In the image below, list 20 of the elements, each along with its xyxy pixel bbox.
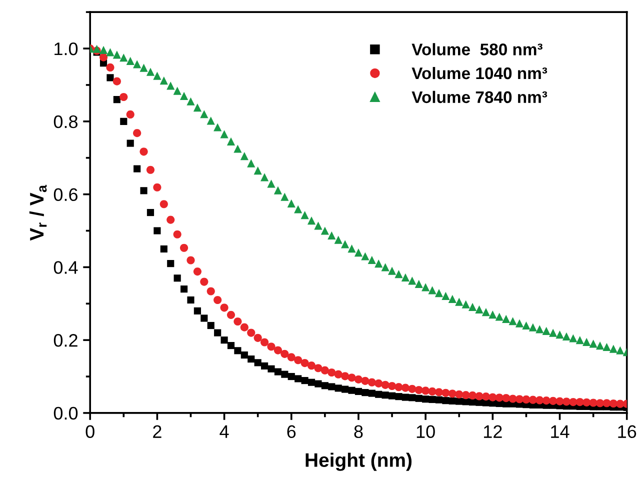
y-tick-label: 0.0 [54,406,78,420]
legend-label: Volume 580 nm³ [412,43,542,56]
x-tick-label: 6 [287,425,296,438]
y-tick-label: 0.8 [54,115,78,128]
x-tick-label: 4 [220,425,229,438]
x-axis-title: Height (nm) [306,452,412,471]
x-tick-label: 14 [551,425,570,438]
y-tick-label: 1.0 [54,42,78,56]
y-tick-label: 0.2 [54,334,78,347]
legend-label: Volume 1040 nm³ [412,66,548,80]
x-tick-label: 8 [354,425,363,438]
x-tick-label: 2 [153,425,162,438]
x-tick-label: 0 [86,425,94,438]
x-tick-label: 10 [416,425,435,438]
x-tick-label: 12 [484,425,502,438]
y-axis-title: V$_{r}$ / V$_{a}$ [29,184,47,241]
x-tick-label: 16 [618,425,636,438]
y-tick-label: 0.4 [54,261,78,274]
legend-label: Volume 7840 nm³ [412,90,548,104]
y-tick-label: 0.6 [54,188,78,202]
